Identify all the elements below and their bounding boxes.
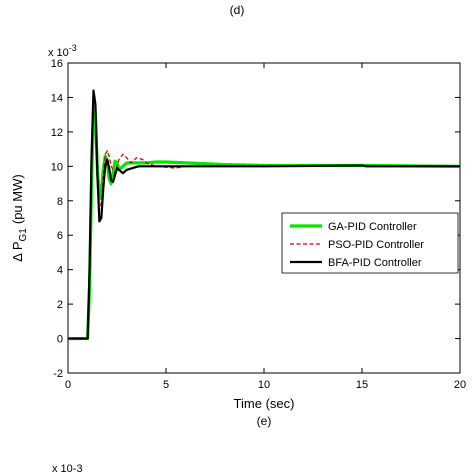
y-axis-label: Δ PG1 (pu MW) (10, 174, 29, 261)
y-tick-label: 8 (57, 196, 63, 208)
bottom-panel-label: (e) (257, 414, 272, 428)
x-tick-label: 20 (454, 379, 466, 391)
y-tick-label: 14 (51, 92, 63, 104)
legend: GA-PID Controller PSO-PID Controller BFA-P… (281, 212, 459, 274)
next-panel-exponent-label: x 10-3 (52, 463, 83, 474)
y-axis-label-delta: Δ P (10, 241, 25, 261)
x-axis: 0 5 10 15 20 (65, 63, 466, 391)
x-tick-label: 5 (163, 379, 169, 391)
y-multiplier-base: x 10 (48, 47, 69, 59)
y-axis-label-subscript: G1 (18, 228, 29, 242)
y-tick-label: 0 (57, 334, 63, 346)
y-tick-label: -2 (53, 368, 63, 380)
legend-label: PSO-PID Controller (328, 239, 424, 251)
top-panel-label: (d) (230, 3, 245, 17)
y-tick-label: 4 (57, 265, 63, 277)
y-axis-label-unit: (pu MW) (10, 174, 25, 224)
y-multiplier-label: x 10-3 (48, 43, 77, 59)
y-tick-label: 16 (51, 58, 63, 70)
x-tick-label: 15 (356, 379, 368, 391)
y-axis: -2 0 2 4 6 8 10 12 14 16 (51, 58, 460, 380)
y-tick-label: 10 (51, 161, 63, 173)
series-layer (68, 89, 461, 341)
legend-label: BFA-PID Controller (328, 257, 422, 269)
legend-items: GA-PID Controller PSO-PID Controller BFA-P… (290, 221, 424, 269)
x-tick-label: 10 (258, 379, 270, 391)
y-multiplier-exponent: -3 (69, 43, 77, 53)
x-tick-label: 0 (65, 379, 71, 391)
y-tick-label: 6 (57, 230, 63, 242)
x-axis-label: Time (sec) (234, 396, 295, 411)
y-tick-label: 2 (57, 299, 63, 311)
y-tick-label: 12 (51, 127, 63, 139)
legend-label: GA-PID Controller (328, 221, 417, 233)
series-line-bfa-pid-controller (68, 89, 460, 340)
